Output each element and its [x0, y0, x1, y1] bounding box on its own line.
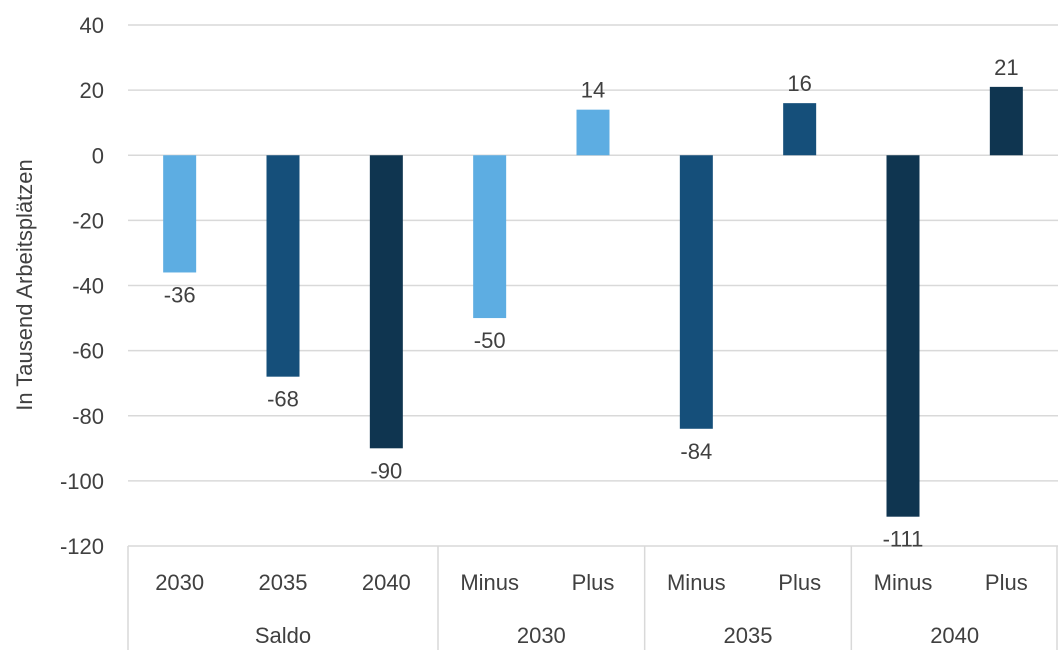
data-label: 21: [994, 55, 1018, 80]
group-label: 2030: [517, 623, 566, 648]
x-tick-label: 2040: [362, 570, 411, 595]
bars: [163, 86, 1023, 517]
x-tick-label: Minus: [460, 570, 519, 595]
y-tick-label: -60: [72, 339, 104, 364]
y-axis-ticks: 40 20 0 -20 -40 -60 -80 -100 -120: [60, 13, 104, 559]
bar: [989, 86, 1023, 156]
data-label: -36: [164, 282, 196, 307]
y-tick-label: 40: [80, 13, 104, 38]
y-tick-label: -40: [72, 274, 104, 299]
group-label: Saldo: [255, 623, 311, 648]
data-label: 14: [581, 78, 605, 103]
bar: [886, 155, 920, 517]
y-axis-title: In Tausend Arbeitsplätzen: [12, 159, 37, 411]
data-labels: -36 -68 -90 -50 14 -84 16 -111 21: [164, 55, 1019, 552]
data-label: 16: [787, 71, 811, 96]
group-label: 2035: [724, 623, 773, 648]
category-axis: 2030 2035 2040 Saldo Minus Plus 2030 Minus Plus 2…: [127, 546, 1058, 650]
x-tick-label: Minus: [874, 570, 933, 595]
x-tick-label: Plus: [985, 570, 1028, 595]
group-label: 2040: [930, 623, 979, 648]
data-label: -50: [474, 328, 506, 353]
x-tick-label: Plus: [572, 570, 615, 595]
y-tick-label: -120: [60, 534, 104, 559]
y-tick-label: 0: [92, 143, 104, 168]
data-label: -90: [370, 458, 402, 483]
data-label: -68: [267, 387, 299, 412]
bar: [266, 155, 300, 377]
bar: [369, 155, 403, 449]
x-tick-label: 2035: [259, 570, 308, 595]
bar: [576, 109, 610, 156]
bar: [679, 155, 713, 429]
bar: [473, 155, 507, 319]
data-label: -84: [680, 439, 712, 464]
y-tick-label: -100: [60, 469, 104, 494]
x-tick-label: Minus: [667, 570, 726, 595]
bar: [783, 103, 817, 156]
data-label: -111: [883, 527, 924, 552]
x-tick-label: 2030: [155, 570, 204, 595]
y-tick-label: -20: [72, 208, 104, 233]
y-tick-label: 20: [80, 78, 104, 103]
x-tick-label: Plus: [778, 570, 821, 595]
bar: [163, 155, 197, 273]
y-tick-label: -80: [72, 404, 104, 429]
